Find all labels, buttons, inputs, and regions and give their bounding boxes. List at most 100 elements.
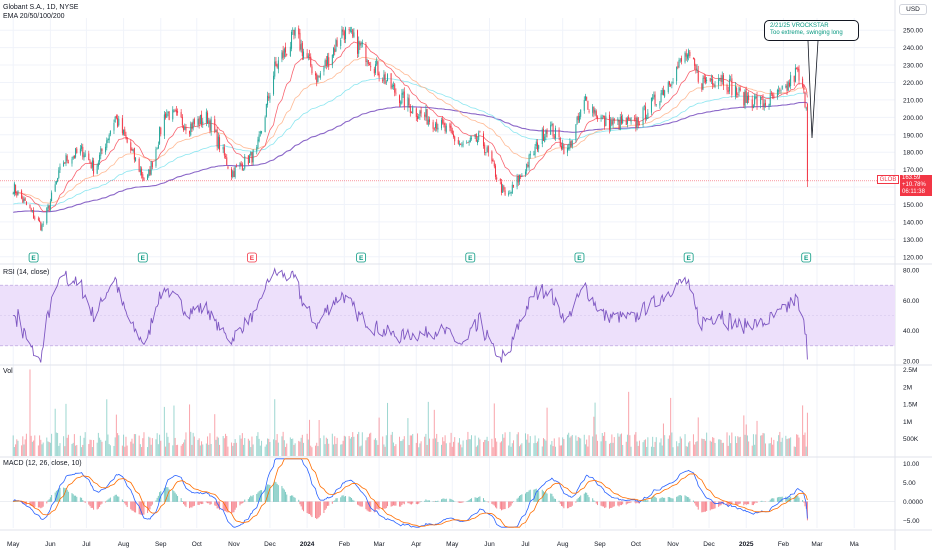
candle-body <box>602 118 603 119</box>
volume-bar <box>159 435 160 456</box>
macd-histogram-bar <box>802 500 803 502</box>
volume-bar <box>585 444 586 456</box>
macd-histogram-bar <box>214 502 215 506</box>
candle-body <box>274 62 275 77</box>
candle-body <box>201 115 202 125</box>
macd-histogram-bar <box>345 496 346 502</box>
candle-body <box>117 118 118 126</box>
macd-histogram-bar <box>302 502 303 510</box>
volume-bar <box>17 441 18 456</box>
candle-body <box>753 106 754 108</box>
volume-bar <box>604 432 605 456</box>
candle-body <box>283 51 284 58</box>
macd-label[interactable]: MACD (12, 26, close, 10) <box>3 460 82 467</box>
volume-bar <box>191 445 192 456</box>
x-tick-label: Aug <box>557 541 569 548</box>
candle-body <box>712 79 713 85</box>
currency-selector[interactable]: USD <box>899 4 927 15</box>
volume-bar <box>459 438 460 456</box>
macd-histogram-bar <box>376 502 377 509</box>
macd-histogram-bar <box>463 502 464 503</box>
volume-bar <box>638 446 639 456</box>
candle-body <box>526 164 527 171</box>
candle-body <box>51 193 52 201</box>
macd-histogram-bar <box>520 495 521 502</box>
volume-bar <box>309 420 310 456</box>
candle-body <box>173 111 174 112</box>
rsi-label[interactable]: RSI (14, close) <box>3 269 49 276</box>
macd-histogram-bar <box>49 499 50 502</box>
macd-histogram-bar <box>175 493 176 502</box>
volume-bar <box>379 418 380 456</box>
candle-body <box>303 52 304 59</box>
volume-bar <box>125 437 126 456</box>
macd-histogram-bar <box>211 502 212 505</box>
volume-bar <box>737 436 738 456</box>
candle-body <box>235 167 236 178</box>
ema-indicator-label[interactable]: EMA 20/50/100/200 <box>3 13 65 20</box>
volume-label[interactable]: Vol <box>3 368 13 375</box>
volume-bar <box>370 433 371 456</box>
macd-histogram-bar <box>298 500 299 502</box>
candle-body <box>551 124 552 126</box>
macd-histogram-bar <box>352 500 353 502</box>
candle-body <box>215 131 216 132</box>
volume-bar <box>740 437 741 456</box>
candle-body <box>193 121 194 129</box>
macd-histogram-bar <box>308 502 309 514</box>
x-tick-label: Nov <box>228 541 240 548</box>
candle-body <box>107 139 108 140</box>
candle-body <box>554 137 555 138</box>
volume-bar <box>99 438 100 456</box>
volume-bar <box>231 443 232 456</box>
candle-body <box>125 135 126 138</box>
ema-50-line <box>13 57 807 203</box>
candle-body <box>394 84 395 92</box>
volume-bar <box>417 433 418 456</box>
macd-histogram-bar <box>200 502 201 504</box>
volume-bar <box>595 403 596 456</box>
volume-bar <box>797 435 798 456</box>
macd-histogram-bar <box>392 502 393 507</box>
candle-body <box>244 156 245 168</box>
x-tick-label: Jun <box>45 541 56 548</box>
candle-body <box>50 201 51 209</box>
candle-body <box>477 140 478 143</box>
macd-histogram-bar <box>475 497 476 502</box>
macd-histogram-bar <box>173 491 174 502</box>
macd-histogram-bar <box>503 502 504 510</box>
volume-bar <box>357 434 358 456</box>
macd-histogram-bar <box>344 497 345 502</box>
macd-histogram-bar <box>285 492 286 502</box>
candle-body <box>703 78 704 89</box>
macd-histogram-bar <box>685 495 686 501</box>
candle-body <box>223 147 224 149</box>
candle-body <box>747 96 748 103</box>
macd-histogram-bar <box>242 502 243 504</box>
bar-countdown: 06:11:38 <box>902 189 932 196</box>
volume-bar <box>201 441 202 456</box>
candle-body <box>698 71 699 82</box>
volume-bar <box>799 438 800 456</box>
macd-tick-label: 5.00 <box>903 480 916 487</box>
macd-histogram-bar <box>190 502 191 508</box>
candle-body <box>106 140 107 148</box>
macd-histogram-bar <box>527 492 528 502</box>
macd-histogram-bar <box>643 501 644 502</box>
volume-bar <box>479 439 480 456</box>
annotation-callout[interactable]: 2/21/25 VROCKSTAR Too extreme, swinging … <box>764 20 859 41</box>
volume-bar <box>544 439 545 456</box>
macd-histogram-bar <box>109 499 110 502</box>
candle-body <box>467 142 468 143</box>
candle-body <box>386 82 387 83</box>
macd-histogram-bar <box>118 497 119 502</box>
volume-bar <box>409 445 410 456</box>
volume-bar <box>23 444 24 456</box>
macd-histogram-bar <box>671 498 672 502</box>
macd-histogram-bar <box>337 498 338 502</box>
x-tick-label: Aug <box>118 541 130 548</box>
volume-bar <box>743 415 744 456</box>
volume-bar <box>362 432 363 456</box>
volume-bar <box>779 432 780 456</box>
